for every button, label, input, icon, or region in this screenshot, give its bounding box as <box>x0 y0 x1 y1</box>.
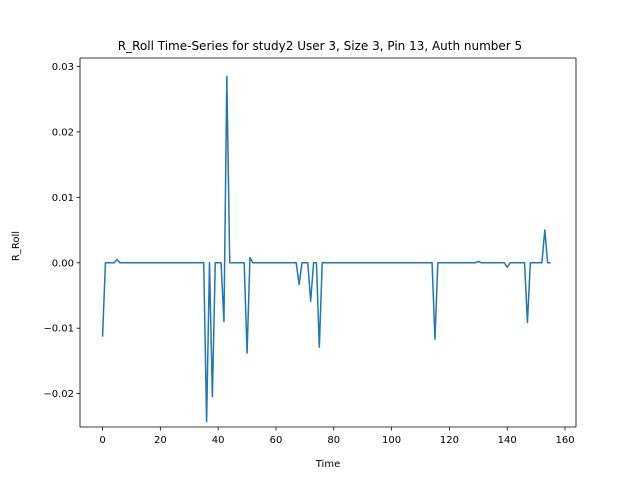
y-tick-label: −0.01 <box>43 324 74 335</box>
plot-area: 0 20 40 60 80 100 120 140 160 −0.02 −0.01 0.00 0.01 0… <box>43 57 577 446</box>
x-tick-label: 140 <box>498 435 517 446</box>
y-tick-label: 0.03 <box>52 62 74 73</box>
y-tick-label: −0.02 <box>43 389 74 400</box>
x-tick-label: 0 <box>99 435 105 446</box>
x-tick-label: 80 <box>327 435 340 446</box>
x-tick-label: 60 <box>270 435 283 446</box>
x-tick-label: 20 <box>154 435 167 446</box>
y-tick-label: 0.01 <box>52 193 74 204</box>
y-tick-label: 0.02 <box>52 127 74 138</box>
x-tick-label: 40 <box>212 435 225 446</box>
series-line-0 <box>101 75 551 423</box>
x-axis-label: Time <box>315 459 340 470</box>
x-tick-label: 160 <box>555 435 574 446</box>
y-axis-label: R_Roll <box>11 231 22 261</box>
x-tick-label: 120 <box>440 435 459 446</box>
x-tick-label: 100 <box>382 435 401 446</box>
y-tick-label: 0.00 <box>52 258 74 269</box>
chart-title: R_Roll Time-Series for study2 User 3, Si… <box>118 39 522 53</box>
